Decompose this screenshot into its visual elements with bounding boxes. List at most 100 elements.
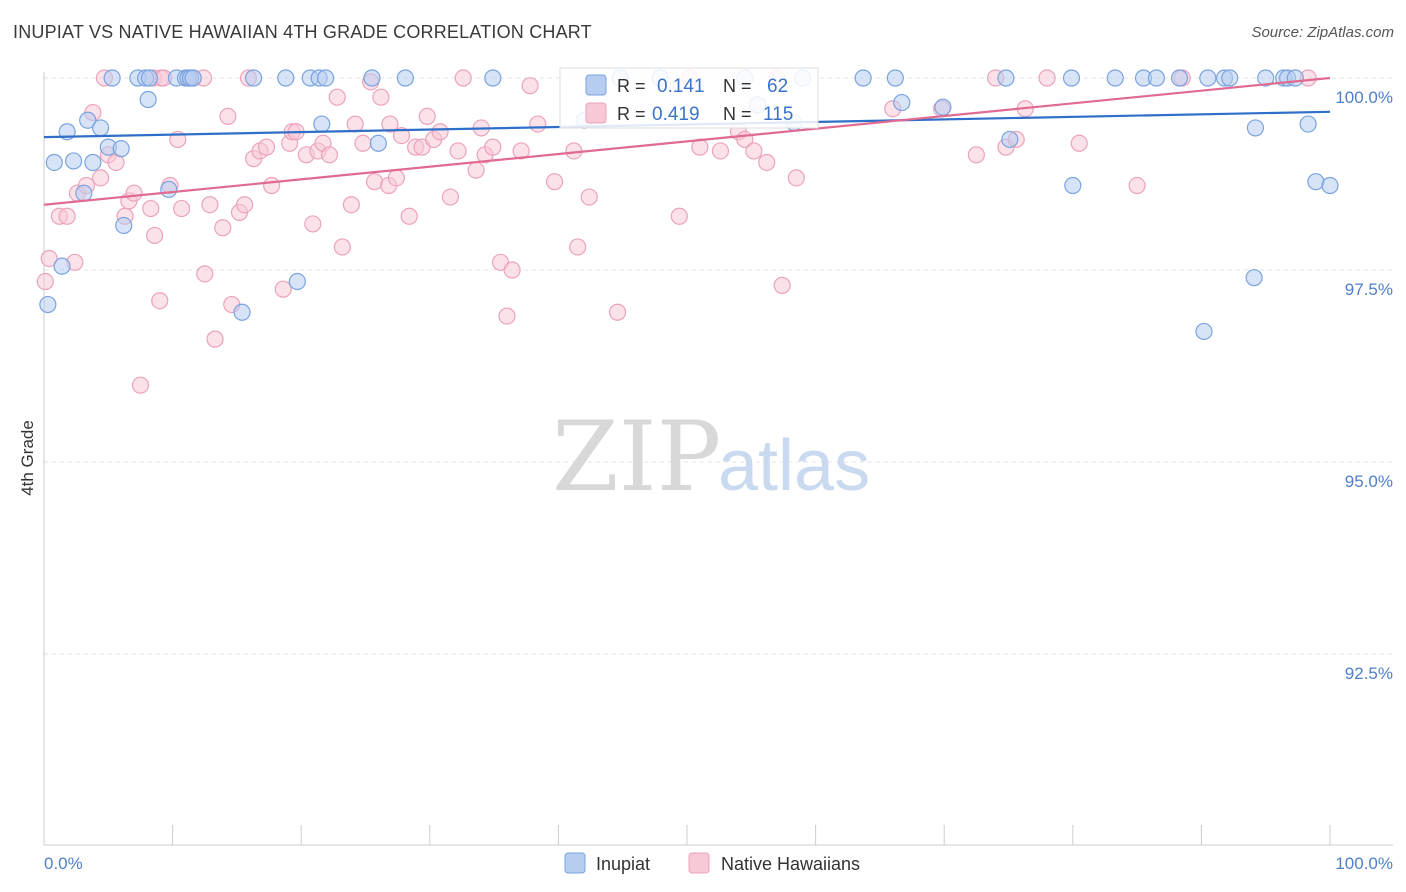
point-inupiat-34 [484, 69, 502, 87]
point-inupiat-53 [1170, 69, 1189, 87]
point-inupiat-66 [1321, 176, 1339, 195]
y-tick-label-1: 97.5% [1345, 280, 1393, 299]
point-native-hawaiians-65 [418, 107, 436, 126]
chart-title: INUPIAT VS NATIVE HAWAIIAN 4TH GRADE COR… [13, 22, 592, 42]
point-inupiat-1 [45, 153, 63, 172]
point-native-hawaiians-40 [263, 176, 281, 195]
stats-r-label-native-hawaiians: R = [617, 104, 646, 124]
point-native-hawaiians-18 [145, 226, 164, 245]
point-inupiat-43 [886, 69, 904, 87]
point-native-hawaiians-92 [745, 142, 763, 160]
point-inupiat-4 [64, 152, 83, 170]
point-native-hawaiians-53 [346, 115, 364, 133]
point-native-hawaiians-83 [569, 238, 587, 256]
point-inupiat-6 [79, 111, 97, 129]
point-native-hawaiians-62 [400, 207, 418, 225]
point-native-hawaiians-67 [431, 123, 449, 141]
stats-n-label-inupiat: N = [723, 76, 752, 96]
stats-swatch-inupiat [585, 74, 607, 96]
legend-label-native-hawaiians: Native Hawaiians [721, 854, 860, 874]
point-native-hawaiians-77 [503, 261, 521, 279]
point-native-hawaiians-35 [236, 196, 254, 214]
point-native-hawaiians-56 [365, 173, 384, 191]
point-native-hawaiians-14 [125, 184, 143, 202]
point-inupiat-63 [1286, 69, 1304, 87]
point-inupiat-31 [363, 69, 381, 87]
point-inupiat-15 [139, 90, 157, 109]
point-native-hawaiians-31 [214, 219, 232, 237]
point-inupiat-57 [1221, 69, 1239, 87]
point-inupiat-64 [1299, 115, 1317, 133]
point-inupiat-48 [1062, 69, 1081, 87]
trend-line-native-hawaiians [43, 76, 1331, 206]
stats-box: R = 0.141 N = 62 R = 0.419 N = 115 [559, 67, 819, 129]
point-inupiat-60 [1257, 69, 1275, 87]
point-native-hawaiians-69 [449, 142, 467, 160]
point-inupiat-58 [1245, 269, 1263, 287]
point-inupiat-25 [277, 69, 295, 87]
point-native-hawaiians-86 [670, 207, 688, 225]
watermark: ZIP atlas [552, 401, 870, 513]
point-inupiat-26 [288, 272, 306, 291]
point-native-hawaiians-68 [441, 188, 459, 206]
stats-r-value-inupiat: 0.141 [657, 76, 705, 97]
point-native-hawaiians-1 [40, 249, 58, 268]
x-axis-ticks [43, 825, 1331, 845]
point-native-hawaiians-16 [142, 199, 160, 218]
point-native-hawaiians-24 [173, 199, 191, 218]
point-native-hawaiians-28 [196, 265, 214, 283]
point-inupiat-55 [1199, 69, 1217, 87]
point-inupiat-7 [84, 153, 102, 172]
point-inupiat-23 [233, 303, 251, 321]
point-native-hawaiians-84 [580, 188, 598, 206]
point-native-hawaiians-80 [529, 115, 547, 133]
point-native-hawaiians-50 [328, 88, 346, 106]
stats-n-value-inupiat: 62 [767, 76, 788, 97]
point-inupiat-16 [140, 69, 159, 87]
point-inupiat-32 [369, 134, 387, 152]
point-native-hawaiians-78 [512, 142, 530, 160]
point-native-hawaiians-93 [758, 153, 776, 172]
point-inupiat-5 [75, 184, 93, 202]
point-native-hawaiians-81 [545, 173, 564, 191]
source-label: Source: ZipAtlas.com [1251, 24, 1394, 41]
point-inupiat-8 [91, 119, 110, 137]
point-inupiat-2 [53, 257, 71, 275]
point-native-hawaiians-3 [58, 207, 76, 225]
point-inupiat-46 [997, 69, 1015, 87]
point-inupiat-33 [396, 69, 414, 87]
point-inupiat-44 [893, 93, 911, 112]
point-native-hawaiians-71 [467, 161, 485, 179]
point-native-hawaiians-79 [521, 77, 539, 95]
point-native-hawaiians-70 [454, 69, 472, 87]
grid-lines [44, 77, 1393, 655]
point-inupiat-24 [245, 69, 263, 87]
x-tick-label-0: 0.0% [44, 854, 83, 873]
point-inupiat-42 [854, 69, 872, 87]
legend-label-inupiat: Inupiat [596, 854, 650, 874]
point-inupiat-59 [1246, 119, 1265, 137]
point-native-hawaiians-57 [372, 88, 390, 106]
watermark-zip: ZIP [552, 401, 721, 513]
point-native-hawaiians-61 [392, 127, 411, 145]
point-native-hawaiians-60 [387, 169, 405, 187]
point-inupiat-11 [112, 140, 130, 158]
point-native-hawaiians-89 [711, 142, 730, 160]
point-native-hawaiians-32 [219, 107, 237, 126]
point-native-hawaiians-99 [967, 146, 985, 164]
point-inupiat-10 [103, 69, 121, 87]
point-native-hawaiians-15 [131, 376, 150, 394]
stats-n-value-native-hawaiians: 115 [763, 104, 793, 125]
point-native-hawaiians-49 [320, 146, 339, 164]
legend: Inupiat Native Hawaiians [564, 852, 860, 874]
point-inupiat-22 [184, 69, 202, 87]
point-native-hawaiians-85 [608, 303, 627, 321]
point-inupiat-30 [317, 69, 335, 87]
point-inupiat-47 [1001, 130, 1019, 149]
stats-swatch-native-hawaiians [585, 102, 607, 124]
point-inupiat-52 [1147, 69, 1165, 87]
stats-r-label-inupiat: R = [617, 76, 646, 96]
point-native-hawaiians-51 [333, 238, 351, 256]
point-inupiat-65 [1307, 173, 1325, 191]
